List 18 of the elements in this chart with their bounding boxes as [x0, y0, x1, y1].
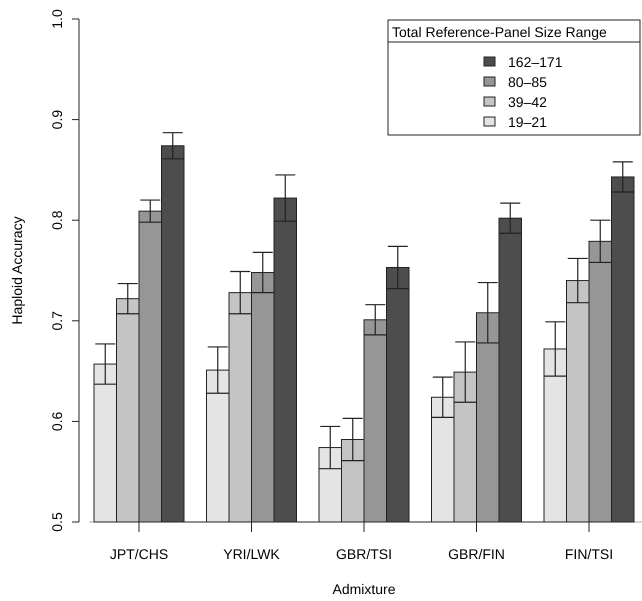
x-tick-label: FIN/TSI: [564, 546, 614, 562]
x-axis-title: Admixture: [332, 581, 396, 597]
y-tick-label: 0.7: [49, 310, 65, 331]
legend-label: 19–21: [508, 114, 548, 130]
y-tick-label: 0.8: [49, 210, 65, 230]
y-tick-label: 0.6: [49, 411, 65, 432]
x-tick-label: GBR/FIN: [448, 546, 505, 562]
legend-label: 80–85: [508, 74, 548, 90]
y-axis-title: Haploid Accuracy: [9, 216, 25, 325]
x-tick-label: JPT/CHS: [110, 546, 168, 562]
x-tick-label: YRI/LWK: [223, 546, 280, 562]
y-tick-label: 0.5: [49, 512, 65, 532]
legend-label: 39–42: [508, 94, 548, 110]
y-tick-label: 0.9: [49, 110, 65, 130]
legend-title: Total Reference-Panel Size Range: [392, 24, 608, 40]
legend-label: 162–171: [508, 54, 563, 70]
y-tick-label: 1.0: [49, 9, 65, 29]
x-tick-label: GBR/TSI: [336, 546, 392, 562]
